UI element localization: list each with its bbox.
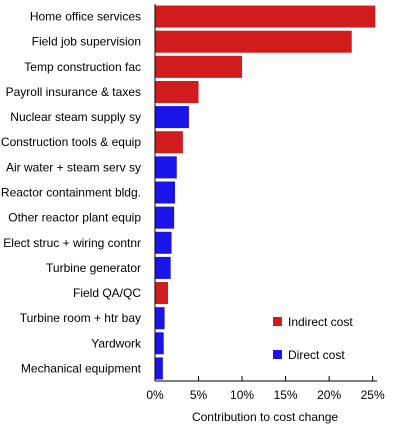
x-tick-label: 5% — [190, 388, 208, 402]
bars-group — [155, 5, 376, 380]
category-label: Turbine room + htr bay — [20, 311, 141, 325]
x-tick-labels: 0% 5% 10% 15% 20% 25% — [146, 388, 385, 402]
bar — [155, 206, 175, 229]
bar — [155, 332, 164, 355]
bar — [155, 55, 243, 78]
x-tick-label: 0% — [146, 388, 164, 402]
x-axis-title: Contribution to cost change — [192, 410, 338, 424]
bar — [155, 5, 376, 28]
x-tick-label: 10% — [230, 388, 254, 402]
bar — [155, 30, 352, 53]
bar — [155, 131, 183, 154]
x-tick-label: 25% — [361, 388, 385, 402]
category-label: Other reactor plant equip — [8, 211, 141, 225]
legend-label: Direct cost — [288, 348, 345, 362]
category-label: Air water + steam serv sy — [6, 160, 141, 174]
bar — [155, 357, 163, 380]
legend-swatch — [273, 350, 282, 359]
bar — [155, 282, 169, 305]
category-label: Reactor containment bldg. — [1, 186, 141, 200]
x-tick-label: 20% — [317, 388, 341, 402]
bar — [155, 231, 172, 254]
legend: Indirect cost Direct cost — [273, 315, 353, 362]
x-tick-label: 15% — [274, 388, 298, 402]
bar — [155, 80, 199, 103]
category-label: Home office services — [30, 10, 141, 24]
category-label: Mechanical equipment — [21, 361, 142, 375]
category-label: Construction tools & equip — [1, 135, 141, 149]
category-label: Yardwork — [91, 336, 142, 350]
category-labels: Home office services Field job supervisio… — [1, 10, 142, 376]
category-label: Payroll insurance & taxes — [6, 85, 141, 99]
legend-swatch — [273, 317, 282, 326]
legend-label: Indirect cost — [288, 315, 353, 329]
category-label: Elect struc + wiring contnr — [3, 236, 141, 250]
bar — [155, 156, 177, 179]
bar — [155, 256, 171, 279]
category-label: Field job supervision — [32, 35, 141, 49]
category-label: Nuclear steam supply sy — [10, 110, 141, 124]
axes-group — [154, 4, 377, 382]
category-label: Turbine generator — [46, 261, 141, 275]
bar — [155, 181, 176, 204]
bar — [155, 307, 165, 330]
category-label: Field QA/QC — [73, 286, 141, 300]
category-label: Temp construction fac — [24, 60, 141, 74]
bar — [155, 106, 189, 129]
